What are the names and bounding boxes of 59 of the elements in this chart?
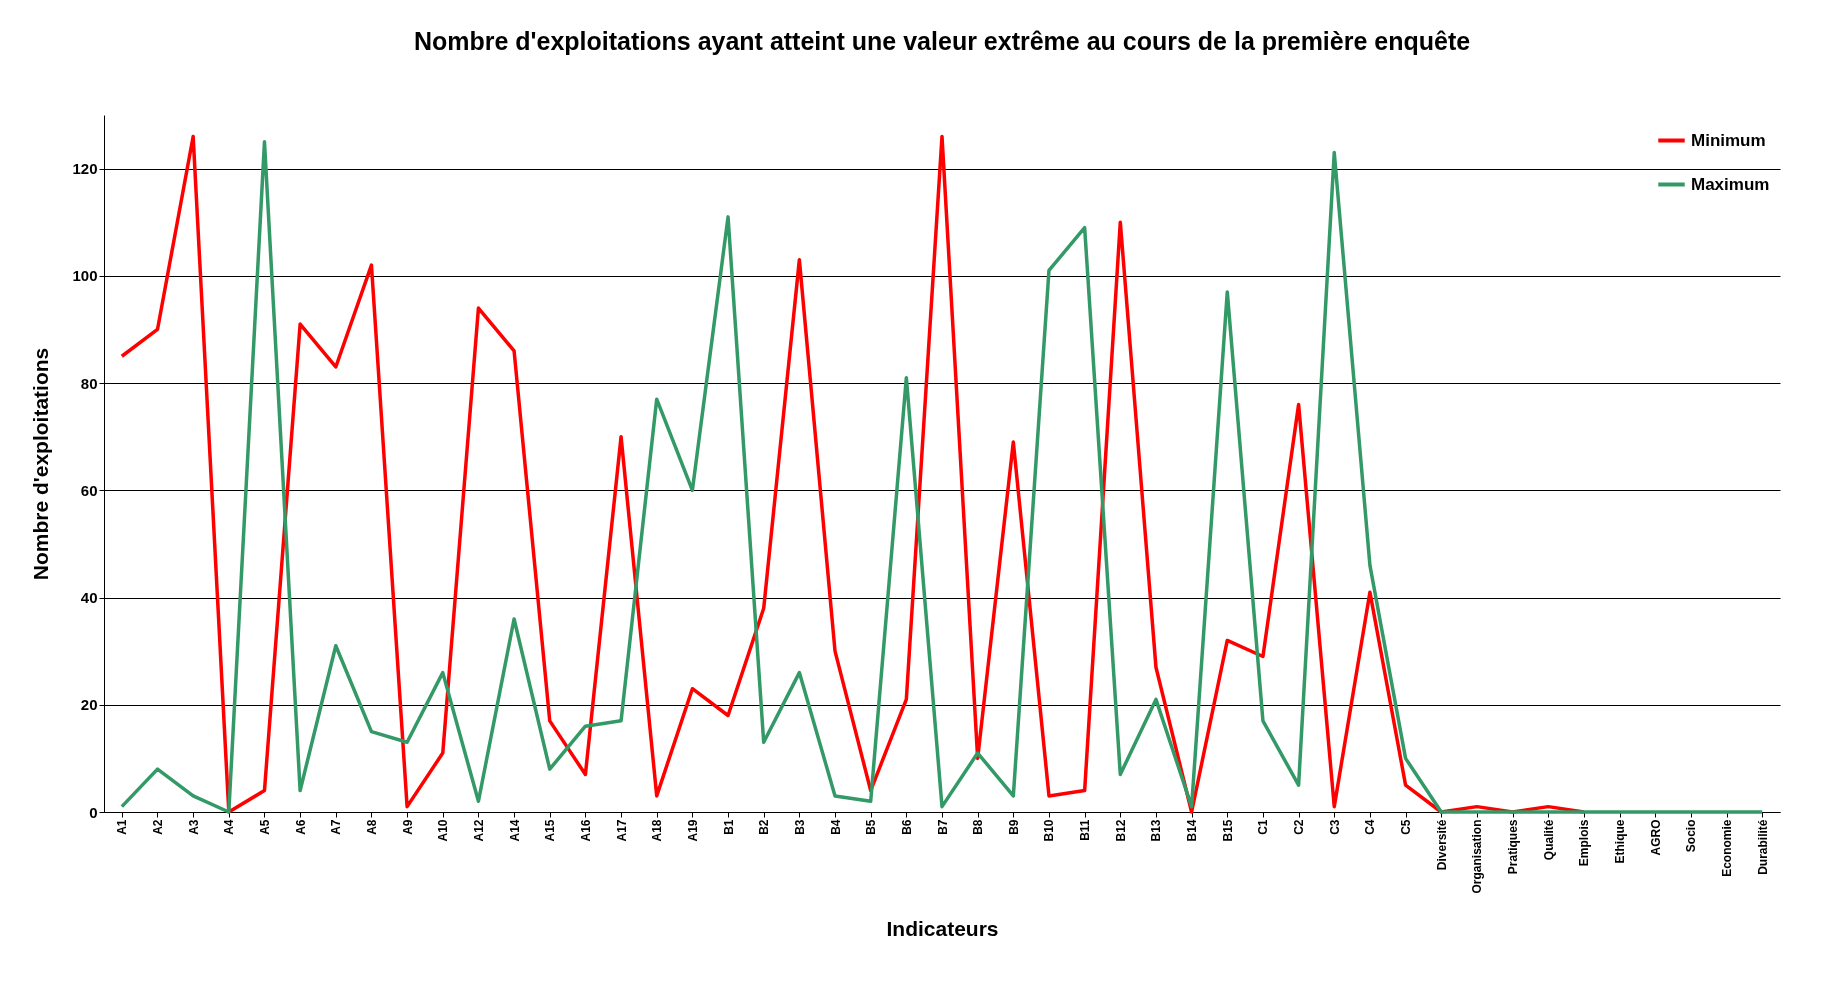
x-tick-label: Diversité xyxy=(1434,819,1449,871)
y-axis-title: Nombre d'exploitations xyxy=(29,347,53,581)
y-tick-label: 40 xyxy=(80,589,98,607)
x-tick-label: B13 xyxy=(1149,819,1164,842)
x-tick-label: A10 xyxy=(436,819,451,842)
x-tick-label: AGRO xyxy=(1648,819,1663,856)
x-tick-label: C1 xyxy=(1256,819,1271,835)
x-tick-label: A3 xyxy=(186,819,201,835)
x-tick-label: Qualité xyxy=(1541,819,1556,861)
x-axis-title: Indicateurs xyxy=(886,916,999,940)
x-tick-label: B6 xyxy=(899,819,914,835)
x-tick-label: Emplois xyxy=(1577,819,1592,867)
y-tick-label: 120 xyxy=(72,160,98,178)
x-tick-label: B12 xyxy=(1113,819,1128,842)
x-tick-label: A9 xyxy=(400,819,415,835)
x-tick-label: A4 xyxy=(222,819,237,835)
x-tick-label: B2 xyxy=(757,819,772,835)
x-tick-label: A16 xyxy=(578,819,593,842)
x-tick-label: Pratiques xyxy=(1506,819,1521,875)
x-tick-label: Organisation xyxy=(1470,819,1485,894)
x-tick-label: C5 xyxy=(1399,819,1414,835)
x-tick-label: A7 xyxy=(329,819,344,835)
x-tick-label: A15 xyxy=(543,819,558,842)
x-tick-label: B15 xyxy=(1220,819,1235,842)
x-tick-label: B11 xyxy=(1078,819,1093,841)
x-tick-label: C2 xyxy=(1292,819,1307,835)
legend-label: Maximum xyxy=(1691,174,1770,194)
x-tick-label: B5 xyxy=(864,819,879,835)
y-tick-label: 60 xyxy=(80,481,98,499)
x-tick-label: Durabilité xyxy=(1755,819,1770,875)
x-tick-label: B9 xyxy=(1006,819,1021,835)
x-tick-label: Economie xyxy=(1720,819,1735,877)
x-tick-label: A2 xyxy=(150,819,165,835)
x-tick-label: A18 xyxy=(650,819,665,842)
x-tick-label: B7 xyxy=(935,819,950,835)
x-tick-label: B3 xyxy=(792,819,807,835)
y-tick-label: 100 xyxy=(72,267,98,285)
y-tick-label: 80 xyxy=(80,374,98,392)
x-tick-label: B8 xyxy=(971,819,986,835)
x-tick-label: A17 xyxy=(614,819,629,842)
y-tick-label: 0 xyxy=(89,803,98,821)
x-tick-label: B4 xyxy=(828,819,843,835)
x-tick-label: Ethique xyxy=(1613,819,1628,864)
x-tick-label: A14 xyxy=(507,819,522,842)
chart-title: Nombre d'exploitations ayant atteint une valeur extrême au cours de la première enquête xyxy=(413,27,1471,55)
x-tick-label: A19 xyxy=(685,819,700,842)
x-tick-label: A6 xyxy=(293,819,308,835)
x-tick-label: B1 xyxy=(721,819,736,835)
x-tick-label: A5 xyxy=(257,819,272,835)
x-tick-label: C3 xyxy=(1327,819,1342,835)
x-tick-label: A12 xyxy=(471,819,486,842)
x-tick-label: B14 xyxy=(1185,819,1200,842)
x-tick-label: C4 xyxy=(1363,819,1378,835)
x-tick-label: A8 xyxy=(364,819,379,835)
legend-label: Minimum xyxy=(1691,130,1766,150)
x-tick-label: A1 xyxy=(115,819,130,835)
x-tick-label: B10 xyxy=(1042,819,1057,842)
y-tick-label: 20 xyxy=(80,696,98,714)
x-tick-label: Socio xyxy=(1684,819,1699,853)
